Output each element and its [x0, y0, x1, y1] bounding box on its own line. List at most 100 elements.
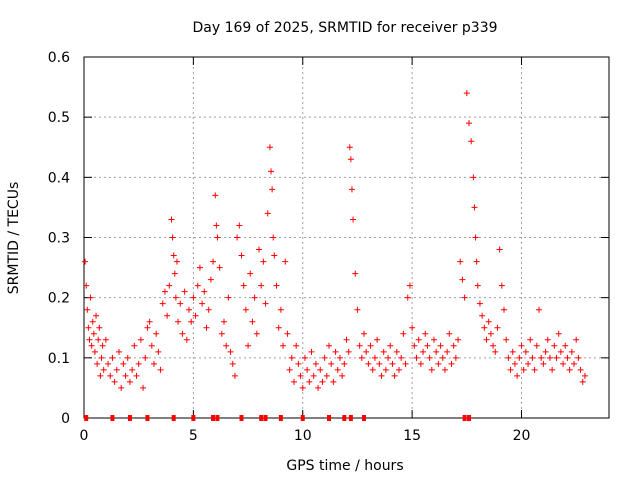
data-point: [87, 294, 94, 301]
data-point: [518, 342, 525, 349]
data-point: [409, 324, 416, 331]
data-point: [120, 360, 127, 367]
data-point: [96, 324, 103, 331]
zero-point: [145, 415, 150, 421]
data-point: [188, 318, 195, 325]
data-point: [328, 360, 335, 367]
data-point: [444, 348, 451, 355]
data-point: [164, 312, 171, 319]
data-point: [98, 354, 105, 361]
zero-point: [127, 415, 132, 421]
data-point: [223, 342, 230, 349]
data-point: [218, 330, 225, 337]
data-point: [113, 366, 120, 373]
data-point: [347, 156, 354, 163]
data-point: [470, 174, 477, 181]
data-point: [83, 282, 90, 289]
zero-point: [278, 415, 283, 421]
data-point: [544, 336, 551, 343]
data-point: [525, 360, 532, 367]
data-point: [479, 312, 486, 319]
data-point: [256, 246, 262, 253]
data-point: [155, 348, 162, 355]
data-point: [457, 258, 464, 265]
data-point: [91, 348, 98, 355]
data-point: [471, 204, 478, 211]
data-point: [249, 318, 256, 325]
data-point: [293, 342, 300, 349]
x-tick-label: 10: [294, 428, 312, 444]
data-point: [498, 282, 505, 289]
data-point: [240, 282, 247, 289]
data-point: [99, 342, 106, 349]
data-point: [571, 360, 577, 367]
x-tick-label: 15: [403, 428, 421, 444]
data-point: [490, 342, 497, 349]
data-point: [94, 360, 101, 367]
data-point: [367, 342, 374, 349]
data-point: [183, 336, 190, 343]
y-tick-label: 0.4: [48, 170, 70, 186]
data-point: [426, 354, 433, 361]
data-point: [212, 192, 219, 199]
data-point: [346, 144, 353, 151]
data-point: [406, 282, 413, 289]
data-point: [126, 378, 133, 385]
data-point: [549, 366, 556, 373]
data-point: [142, 354, 149, 361]
data-point: [363, 348, 370, 355]
data-point: [496, 246, 503, 253]
zero-point: [462, 415, 467, 421]
data-point: [575, 354, 582, 361]
data-point: [361, 330, 367, 337]
data-point: [175, 318, 182, 325]
data-point: [286, 366, 293, 373]
data-point: [437, 342, 444, 349]
data-point: [352, 270, 359, 277]
data-point: [354, 306, 361, 313]
data-point: [89, 318, 96, 325]
data-point: [133, 372, 140, 379]
data-point: [86, 336, 93, 343]
data-point: [210, 258, 217, 265]
data-point: [170, 252, 177, 259]
data-point: [84, 306, 91, 313]
zero-point: [215, 415, 220, 421]
data-point: [476, 300, 483, 307]
y-tick-label: 0.1: [48, 351, 70, 367]
y-axis-label: SRMTID / TECUs: [6, 182, 22, 295]
data-point: [402, 360, 409, 367]
data-point: [472, 234, 479, 241]
data-point: [116, 348, 122, 355]
zero-point: [84, 415, 89, 421]
data-point: [579, 378, 586, 385]
data-point: [153, 330, 160, 337]
data-point: [435, 360, 442, 367]
zero-point: [362, 415, 366, 421]
data-point: [97, 372, 104, 379]
data-point: [415, 336, 422, 343]
data-point: [288, 354, 295, 361]
data-point: [301, 354, 308, 361]
data-point: [516, 354, 523, 361]
zero-point: [300, 415, 305, 421]
data-point: [326, 342, 332, 349]
data-point: [95, 336, 102, 343]
data-point: [553, 354, 560, 361]
data-point: [161, 288, 168, 295]
data-point: [216, 264, 223, 271]
data-point: [332, 348, 339, 355]
data-point: [522, 348, 529, 355]
data-point: [345, 348, 352, 355]
data-point: [93, 312, 100, 319]
data-point: [236, 222, 243, 229]
data-point: [514, 372, 521, 379]
data-point: [382, 366, 389, 373]
data-point: [199, 300, 206, 307]
data-point: [396, 366, 402, 373]
y-tick-label: 0.5: [48, 110, 70, 126]
data-point: [542, 348, 549, 355]
data-point: [487, 330, 494, 337]
data-point: [100, 366, 107, 373]
